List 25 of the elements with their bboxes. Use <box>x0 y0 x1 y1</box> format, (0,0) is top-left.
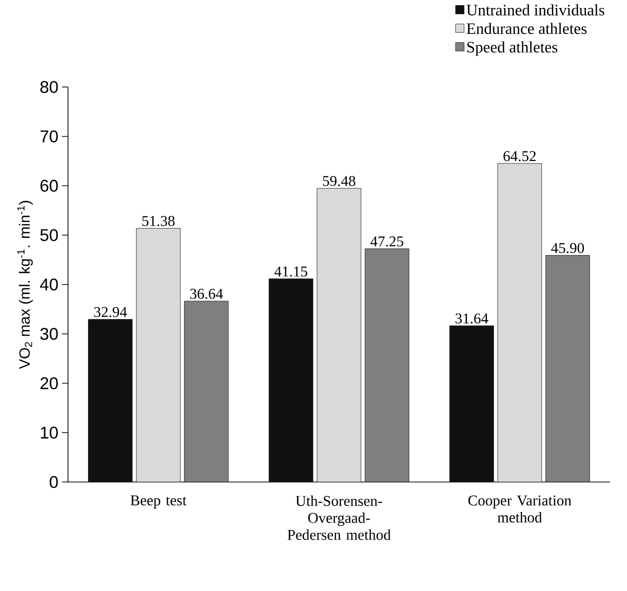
y-tick-label: 10 <box>40 426 58 439</box>
x-tick-label: Uth-Sorensen-Overgaad-Pedersen method <box>288 496 391 540</box>
y-tick-label: 80 <box>40 80 58 93</box>
y-axis-title: VO$_{2}$ max (ml. kg$^{-1}$. min$^{-1}$) <box>17 200 33 369</box>
data-label: 45.90 <box>551 243 584 254</box>
x-tick-label: Cooper Variation method <box>468 496 572 522</box>
y-tick-label: 0 <box>50 476 58 488</box>
data-label: 59.48 <box>323 176 356 186</box>
data-label: 64.52 <box>504 151 536 162</box>
legend-label: Untrained individuals <box>466 4 604 16</box>
y-tick-label: 70 <box>40 130 58 142</box>
y-tick-label: 60 <box>40 180 58 192</box>
data-label: 36.64 <box>190 288 223 299</box>
y-tick-label: 20 <box>40 377 58 390</box>
data-label: 41.15 <box>274 266 308 277</box>
y-tick-label: 40 <box>40 278 58 290</box>
data-label: 32.94 <box>94 307 127 318</box>
data-label: 51.38 <box>142 216 175 226</box>
legend-label: Speed athletes <box>467 41 558 56</box>
legend-label: Endurance athletes <box>466 22 587 34</box>
data-label: 31.64 <box>456 313 488 324</box>
y-tick-label: 50 <box>40 229 58 242</box>
x-tick-label: Beep test <box>130 496 186 508</box>
data-label: 47.25 <box>370 236 404 246</box>
y-tick-label: 30 <box>40 328 58 340</box>
